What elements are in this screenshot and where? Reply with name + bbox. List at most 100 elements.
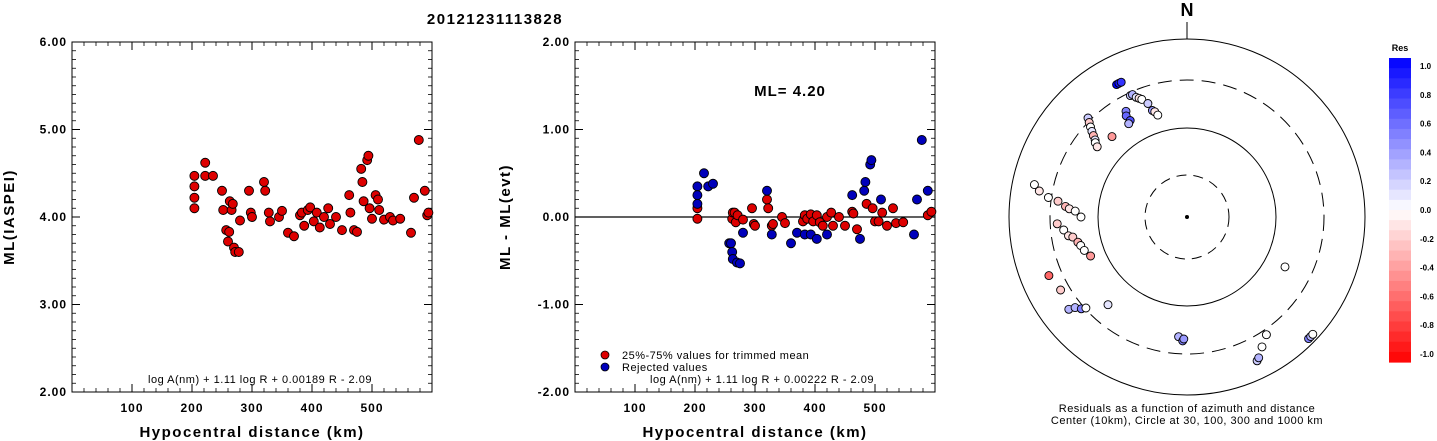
res-point <box>738 214 748 225</box>
colorbar-swatch <box>1389 291 1411 302</box>
circle-300km <box>1049 79 1325 355</box>
res-point <box>766 229 777 240</box>
res-point <box>817 220 828 231</box>
colorbar-swatch <box>1389 128 1411 140</box>
colorbar: Res 1.0 0.8 0.6 0.4 0.2 0.0 -0.2 -0.4 -0.6 -0.8 -1… <box>1389 43 1434 363</box>
mag-point <box>406 227 416 238</box>
mag-point <box>314 222 325 233</box>
mag-point <box>409 192 419 203</box>
center-dot <box>1185 215 1189 219</box>
res-point <box>876 194 886 205</box>
mag-point <box>344 190 355 201</box>
res-ytick-label: 0.00 <box>543 210 570 224</box>
mag-ytick-label: 2.00 <box>40 385 67 399</box>
mag-point <box>323 203 334 214</box>
mag-point <box>413 135 424 145</box>
polar-point <box>1034 186 1044 196</box>
ml-value-text: ML= 4.20 <box>754 83 826 100</box>
colorbar-tick-label: -0.8 <box>1420 321 1434 330</box>
mag-point <box>289 231 299 242</box>
res-point <box>750 220 760 231</box>
res-point <box>882 220 892 231</box>
res-ytick-label: 2.00 <box>543 35 570 49</box>
polar-point <box>1059 225 1069 235</box>
res-point <box>726 238 736 249</box>
mag-point <box>189 192 200 203</box>
colorbar-swatch <box>1389 311 1411 323</box>
res-point <box>916 135 927 145</box>
polar-point <box>1137 94 1147 104</box>
colorbar-swatch <box>1389 58 1411 69</box>
mag-ytick-label: 3.00 <box>40 298 67 312</box>
colorbar-tick-labels: 1.0 0.8 0.6 0.4 0.2 0.0 -0.2 -0.4 -0.6 -0.8 -1.0 <box>1420 62 1434 359</box>
mag-ytick-label: 5.00 <box>40 123 67 137</box>
mag-point <box>364 203 375 214</box>
colorbar-tick-label: 1.0 <box>1420 62 1432 71</box>
res-xtick-label: 100 <box>623 401 646 415</box>
res-point <box>922 185 933 196</box>
polar-point <box>1086 251 1096 261</box>
mag-point <box>319 212 329 222</box>
colorbar-swatch <box>1389 118 1411 130</box>
mag-xtick-label: 100 <box>120 401 143 415</box>
legend: 25%-75% values for trimmed mean Rejected… <box>600 350 809 374</box>
mag-point <box>200 157 211 168</box>
polar-points <box>1029 77 1318 366</box>
mag-point <box>367 213 377 224</box>
res-point <box>708 178 718 189</box>
panel-residual-ylabel: ML - ML(evt) <box>497 164 514 270</box>
res-ytick-label: -1.00 <box>538 298 570 312</box>
res-point <box>762 185 772 196</box>
polar-point <box>1092 142 1102 152</box>
colorbar-swatch <box>1389 199 1411 211</box>
colorbar-swatch <box>1389 321 1411 333</box>
res-point <box>747 203 757 214</box>
panel-magnitude-formula: log A(nm) + 1.11 log R + 0.00189 R - 2.0… <box>148 374 372 386</box>
panel-residual-xlabel: Hypocentral distance (km) <box>642 424 867 441</box>
mag-point <box>189 170 200 181</box>
polar-caption-line1: Residuals as a function of azimuth and d… <box>1059 403 1315 415</box>
res-point <box>909 229 919 240</box>
polar-point <box>1107 132 1117 142</box>
mag-xtick-label: 400 <box>300 401 323 415</box>
mag-point <box>189 203 200 214</box>
res-point <box>847 190 858 201</box>
mag-point <box>325 219 335 229</box>
mag-point <box>265 216 275 227</box>
mag-point <box>352 226 362 237</box>
mag-point <box>331 212 341 222</box>
panel-magnitude-xlabel: Hypocentral distance (km) <box>139 424 364 441</box>
res-point <box>860 177 871 187</box>
res-point <box>926 206 937 217</box>
colorbar-tick-label: 0.0 <box>1420 206 1432 215</box>
res-point <box>867 203 878 214</box>
polar-point <box>1044 271 1054 281</box>
colorbar-swatch <box>1389 341 1411 353</box>
colorbar-tick-label: -0.6 <box>1420 292 1434 301</box>
polar-caption-line2: Center (10km), Circle at 30, 100, 300 an… <box>1051 415 1323 427</box>
polar-point <box>1257 342 1267 352</box>
res-xtick-label: 500 <box>863 401 886 415</box>
res-point <box>786 238 796 249</box>
mag-point <box>277 205 287 216</box>
mag-point <box>373 194 383 205</box>
res-point <box>762 194 772 205</box>
polar-point <box>1079 245 1089 255</box>
circle-100km <box>1097 127 1277 307</box>
legend-red-label: 25%-75% values for trimmed mean <box>622 350 809 362</box>
mag-xtick-label: 300 <box>240 401 263 415</box>
mag-point <box>299 220 310 231</box>
legend-red-marker <box>600 350 610 360</box>
polar-point <box>1179 334 1189 344</box>
panel-magnitude-points <box>189 135 434 257</box>
colorbar-swatch <box>1389 250 1411 262</box>
colorbar-title: Res <box>1392 43 1409 53</box>
res-point <box>855 233 865 244</box>
colorbar-swatch <box>1389 98 1411 110</box>
res-ytick-label: 1.00 <box>543 123 570 137</box>
mag-ytick-label: 4.00 <box>40 210 67 224</box>
polar-point <box>1029 180 1039 190</box>
mag-point <box>189 181 200 192</box>
polar-point <box>1143 99 1153 108</box>
panel-magnitude: 2.00 3.00 4.00 5.00 6.00 100 200 300 400 500 ML(I… <box>1 35 434 441</box>
